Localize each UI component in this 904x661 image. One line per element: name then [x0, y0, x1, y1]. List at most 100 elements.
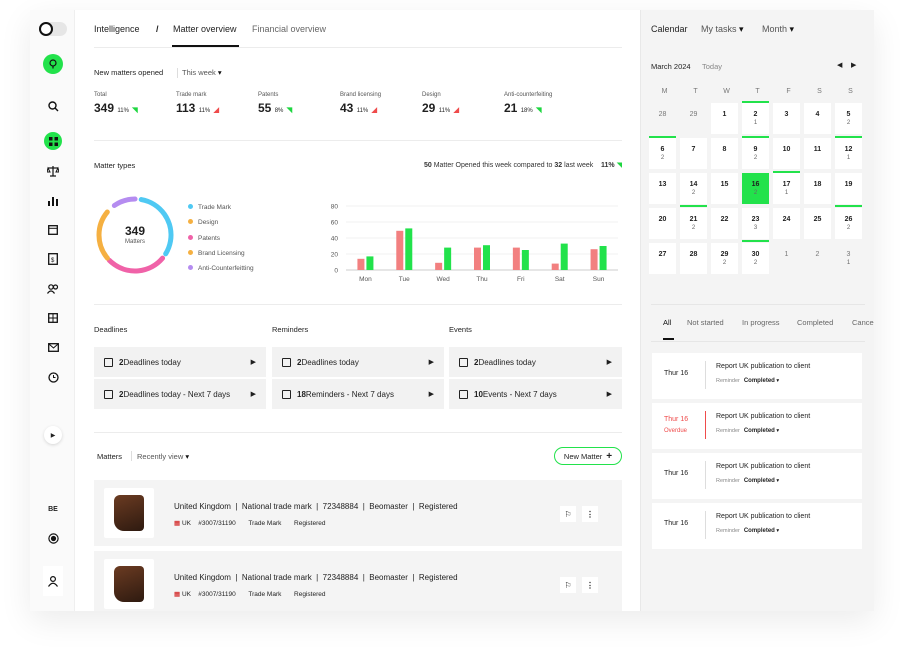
calendar-day[interactable]: 20: [649, 208, 676, 239]
users-icon[interactable]: [42, 278, 64, 300]
matter-row[interactable]: United Kingdom | National trade mark | 7…: [94, 551, 622, 611]
calendar-day[interactable]: 27: [649, 243, 676, 274]
bulb-icon[interactable]: [43, 54, 63, 74]
expand-sidebar-icon[interactable]: ▶: [44, 426, 62, 444]
calendar-day[interactable]: 13: [649, 173, 676, 204]
flag-icon[interactable]: ⚐: [560, 506, 576, 522]
bar-chart-icon[interactable]: [42, 190, 64, 212]
tab-not-started[interactable]: Not started: [687, 318, 724, 327]
matter-types-summary: 50 Matter Opened this week compared to 3…: [423, 162, 622, 169]
calendar-day[interactable]: 28: [658, 111, 667, 118]
calendar-day[interactable]: 12 1: [835, 136, 862, 169]
calendar-day[interactable]: 10: [773, 138, 800, 169]
weekday-label: S: [848, 88, 853, 95]
theme-toggle[interactable]: [39, 22, 67, 36]
calendar-day[interactable]: 19: [835, 173, 862, 207]
calendar-day[interactable]: 30 2: [742, 243, 769, 274]
calendar-day[interactable]: 8: [711, 138, 738, 169]
calendar-day[interactable]: 4: [804, 103, 831, 134]
calendar-day[interactable]: 15: [711, 173, 738, 204]
tab-all[interactable]: All: [663, 318, 672, 327]
calendar-day[interactable]: 18: [804, 173, 831, 204]
deadlines-week-card[interactable]: 2 Deadlines today - Next 7 days ▶: [94, 379, 266, 409]
mail-icon[interactable]: [42, 336, 64, 358]
calendar-day[interactable]: 14 2: [680, 173, 707, 207]
new-matter-button[interactable]: New Matter +: [554, 447, 622, 465]
calendar-day[interactable]: 29: [689, 111, 698, 118]
stat-anti-counterfeiting: Anti-counterfeiting 21 18% ◥: [504, 92, 553, 115]
spreadsheet-icon[interactable]: [42, 307, 64, 329]
tab-matter-overview[interactable]: Matter overview: [173, 24, 237, 34]
bar-sat-series-2: [560, 243, 568, 270]
task-card[interactable]: Thur 16 Report UK publication to client …: [652, 353, 862, 399]
tab-cancelled[interactable]: Cance: [852, 318, 874, 327]
calendar-day[interactable]: 21 2: [680, 208, 707, 239]
dashboard-icon[interactable]: [44, 132, 62, 150]
bar-sat-series-1: [551, 263, 559, 270]
more-options-icon[interactable]: ⋮: [582, 577, 598, 593]
calendar-day[interactable]: 7: [680, 138, 707, 169]
prev-month-icon[interactable]: ◀: [837, 62, 843, 69]
bar-mon-series-2: [366, 256, 374, 270]
bar-tue-series-2: [405, 228, 413, 270]
donut-segment-patents: [96, 196, 174, 274]
calendar-icon: [459, 389, 468, 399]
search-icon[interactable]: [42, 95, 64, 117]
calendar-day[interactable]: 1: [711, 103, 738, 134]
events-week-card[interactable]: 10 Events - Next 7 days ▶: [449, 379, 622, 409]
calendar-day[interactable]: 22: [711, 208, 738, 239]
task-card[interactable]: Thur 16 Report UK publication to client …: [652, 453, 862, 499]
more-options-icon[interactable]: ⋮: [582, 506, 598, 522]
weekday-label: M: [661, 88, 668, 95]
calendar-day[interactable]: 29 2: [711, 243, 738, 274]
region-badge[interactable]: BE: [48, 505, 58, 513]
breadcrumb-intelligence[interactable]: Intelligence: [94, 24, 140, 34]
task-card[interactable]: Thur 16 Report UK publication to client …: [652, 503, 862, 549]
weekly-bar-chart: 0 20 40 60 80 Mon Tue Wed Thu Fri Sat Sun: [331, 204, 618, 283]
today-button[interactable]: Today: [702, 62, 723, 71]
view-dropdown[interactable]: Month ▾: [762, 24, 795, 34]
calendar-icon: [282, 357, 291, 367]
matters-view-dropdown[interactable]: Recently view ▾: [137, 452, 190, 461]
calendar-icon[interactable]: [42, 218, 64, 240]
calendar-day[interactable]: 17 1: [773, 171, 800, 204]
calendar-day[interactable]: 1: [784, 251, 789, 258]
calendar-day[interactable]: 11: [804, 138, 831, 169]
flag-icon[interactable]: ⚐: [560, 577, 576, 593]
deadlines-today-card[interactable]: 2 Deadlines today ▶: [94, 347, 266, 377]
tab-financial-overview[interactable]: Financial overview: [252, 24, 327, 34]
next-month-icon[interactable]: ▶: [851, 62, 857, 69]
user-profile-icon[interactable]: [43, 566, 63, 596]
task-card[interactable]: Thur 16 Overdue Report UK publication to…: [652, 403, 862, 449]
tab-in-progress[interactable]: In progress: [742, 318, 780, 327]
scales-icon[interactable]: [42, 160, 64, 182]
arrow-right-icon: ▶: [250, 391, 256, 398]
calendar-day[interactable]: 28: [680, 243, 707, 274]
calendar-day[interactable]: 26 2: [835, 208, 862, 239]
tab-completed[interactable]: Completed: [797, 318, 834, 327]
events-today-card[interactable]: 2 Deadlines today ▶: [449, 347, 622, 377]
period-dropdown[interactable]: This week ▾: [182, 68, 222, 77]
calendar-day[interactable]: 23 3: [742, 208, 769, 242]
clock-icon[interactable]: [42, 366, 64, 388]
reminders-week-card[interactable]: 18 Reminders - Next 7 days ▶: [272, 379, 444, 409]
calendar-day[interactable]: 25: [804, 208, 831, 239]
calendar-day[interactable]: 3: [773, 103, 800, 134]
invoice-icon[interactable]: $: [42, 248, 64, 270]
task-filter-dropdown[interactable]: My tasks ▾: [701, 24, 744, 34]
matter-row[interactable]: United Kingdom | National trade mark | 7…: [94, 480, 622, 546]
reminders-today-card[interactable]: 2 Deadlines today ▶: [272, 347, 444, 377]
record-icon[interactable]: [42, 527, 64, 549]
arrow-right-icon: ▶: [250, 359, 256, 366]
calendar-day[interactable]: 24: [773, 208, 800, 239]
calendar-day[interactable]: 2: [815, 251, 820, 258]
calendar-icon: [104, 389, 113, 399]
calendar-day-selected[interactable]: 16 2: [742, 173, 769, 204]
matter-thumbnail: [104, 559, 154, 609]
bar-wed-series-1: [435, 262, 443, 270]
